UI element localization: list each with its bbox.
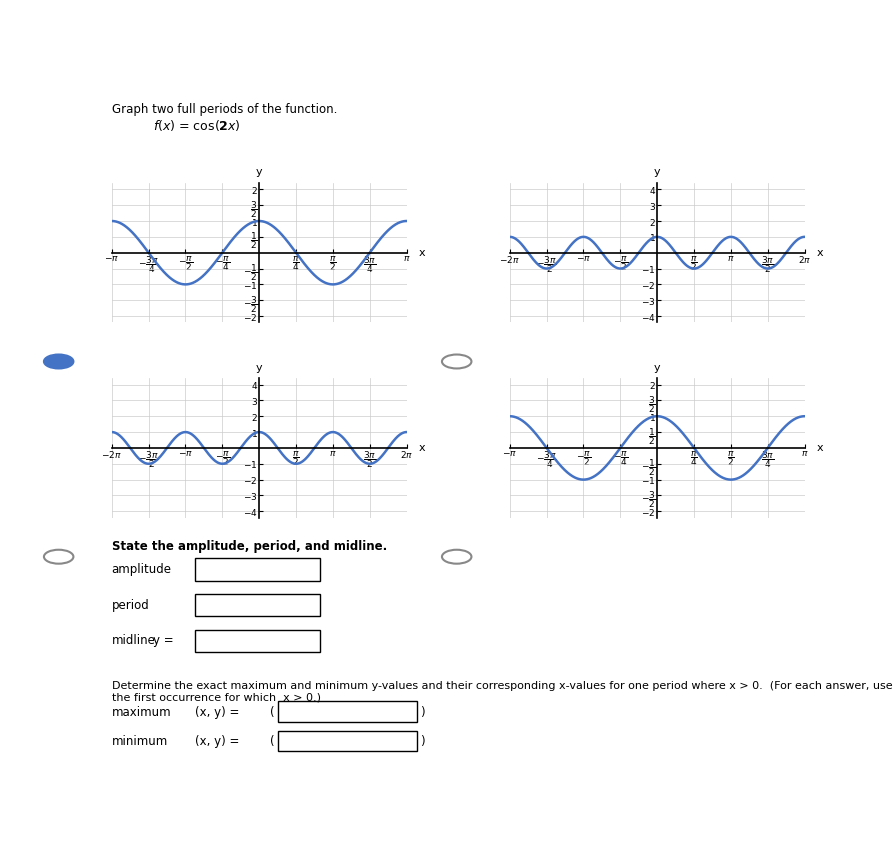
Text: y: y <box>654 168 661 177</box>
Text: x: x <box>418 443 425 453</box>
Text: midline: midline <box>112 634 156 648</box>
Text: y: y <box>654 363 661 373</box>
Circle shape <box>44 550 73 563</box>
Text: State the amplitude, period, and midline.: State the amplitude, period, and midline… <box>112 540 387 553</box>
Text: Graph two full periods of the function.: Graph two full periods of the function. <box>112 103 337 117</box>
Text: (: ( <box>270 735 274 748</box>
Text: period: period <box>112 598 149 612</box>
Text: ): ) <box>420 735 425 748</box>
Text: (x, y) =: (x, y) = <box>195 735 240 748</box>
Text: minimum: minimum <box>112 735 168 748</box>
Text: amplitude: amplitude <box>112 563 172 576</box>
Text: y: y <box>256 168 263 177</box>
Text: maximum: maximum <box>112 706 172 719</box>
Text: x: x <box>816 248 823 258</box>
FancyBboxPatch shape <box>195 558 320 580</box>
Text: x: x <box>418 248 425 258</box>
Circle shape <box>442 355 471 368</box>
Text: y =: y = <box>154 634 174 648</box>
FancyBboxPatch shape <box>195 630 320 652</box>
Text: Determine the exact maximum and minimum y-values and their corresponding x-value: Determine the exact maximum and minimum … <box>112 682 892 703</box>
Text: $\mathit{f}$$(x)$ = cos($\mathbf{2}$$x)$: $\mathit{f}$$(x)$ = cos($\mathbf{2}$$x)$ <box>154 118 241 134</box>
FancyBboxPatch shape <box>278 701 417 722</box>
Text: (x, y) =: (x, y) = <box>195 706 240 719</box>
FancyBboxPatch shape <box>195 594 320 616</box>
Circle shape <box>442 550 471 563</box>
Text: y: y <box>256 363 263 373</box>
Text: (: ( <box>270 706 274 719</box>
Circle shape <box>44 355 73 368</box>
FancyBboxPatch shape <box>278 730 417 751</box>
Text: x: x <box>816 443 823 453</box>
Text: ): ) <box>420 706 425 719</box>
